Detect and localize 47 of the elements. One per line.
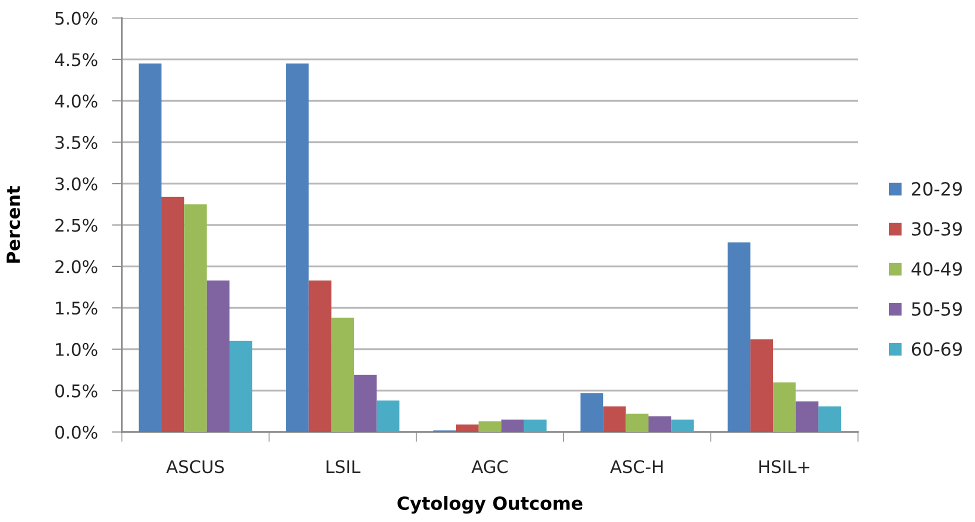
bar [580, 393, 604, 432]
y-tick-label: 1.0% [56, 342, 98, 356]
x-tick-label: ASC-H [610, 460, 663, 474]
y-tick-label: 2.0% [55, 260, 98, 274]
bar [286, 64, 309, 432]
bar [626, 414, 648, 432]
bar [773, 382, 796, 432]
bar [354, 374, 377, 432]
x-axis-title: Cytology Outcome [398, 496, 582, 514]
y-tick-label: 3.5% [55, 136, 98, 150]
bar [648, 416, 672, 432]
legend-label: 20-29 [912, 182, 962, 196]
y-tick-label: 4.5% [55, 53, 98, 66]
bar [456, 424, 479, 432]
bar [728, 242, 750, 432]
bar [308, 280, 332, 432]
y-axis-title: Percent [6, 186, 20, 263]
bar [750, 339, 774, 432]
bar [184, 204, 207, 432]
bar [818, 406, 842, 432]
y-tick-label: 1.5% [56, 302, 98, 315]
y-tick-label: 5.0% [56, 12, 98, 25]
legend-label: 30-39 [912, 222, 962, 236]
bar [501, 420, 524, 432]
bar [376, 400, 400, 432]
bar [161, 196, 184, 432]
y-tick-label: 2.5% [55, 218, 98, 232]
x-tick-label: ASCUS [166, 460, 224, 474]
x-tick-label: HSIL+ [759, 460, 810, 474]
bar [796, 401, 818, 432]
y-tick-label: 4.0% [55, 94, 98, 108]
legend-label: 50-59 [912, 302, 962, 316]
bar [603, 406, 626, 432]
y-tick-label: 0.0% [55, 426, 98, 439]
bar [206, 280, 230, 432]
bar [138, 64, 162, 432]
bar [478, 421, 502, 432]
bar [671, 420, 694, 432]
y-tick-label: 3.0% [55, 177, 98, 190]
x-tick-label: AGC [472, 460, 508, 474]
x-tick-label: LSIL [326, 460, 360, 474]
bar [331, 318, 354, 432]
legend-label: 40-49 [912, 262, 962, 276]
legend-label: 60-69 [912, 342, 962, 356]
y-tick-label: 0.5% [55, 384, 98, 398]
bar [524, 420, 547, 432]
bar [229, 340, 252, 432]
